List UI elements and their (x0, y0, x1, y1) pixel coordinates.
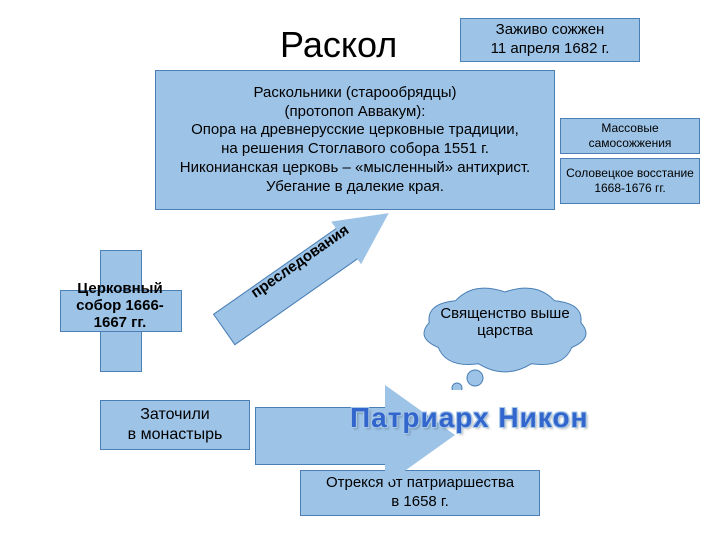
box-main-text: Раскольники (старообрядцы)(протопоп Авва… (180, 84, 530, 197)
box-mass-self-immolation: Массовые самосожжения (560, 118, 700, 154)
box-mass-text: Массовые самосожжения (565, 121, 695, 151)
cloud-label: Священство выше царства (420, 305, 590, 339)
arrow-to-nikon-head (385, 385, 455, 485)
box-burned-text: Заживо сожжен11 апреля 1682 г. (491, 21, 610, 59)
box-solov-text: Соловецкое восстание 1668-1676 гг. (565, 166, 695, 196)
box-burned-alive: Заживо сожжен11 апреля 1682 г. (460, 18, 640, 62)
box-solovki-uprising: Соловецкое восстание 1668-1676 гг. (560, 158, 700, 204)
arrow-to-nikon (255, 385, 455, 485)
cloud-thought: Священство выше царства (420, 280, 590, 390)
patriarch-nikon-label: Патриарх Никон (350, 402, 588, 434)
box-imprisoned: Заточилив монастырь (100, 400, 250, 450)
diagram-title: Раскол (280, 24, 397, 66)
box-zatoch-text: Заточилив монастырь (128, 405, 223, 445)
arrow-persecution (208, 192, 403, 350)
box-raskolniki-main: Раскольники (старообрядцы)(протопоп Авва… (155, 70, 555, 210)
cross-label: Церковный собор 1666-1667 гг. (60, 280, 180, 331)
